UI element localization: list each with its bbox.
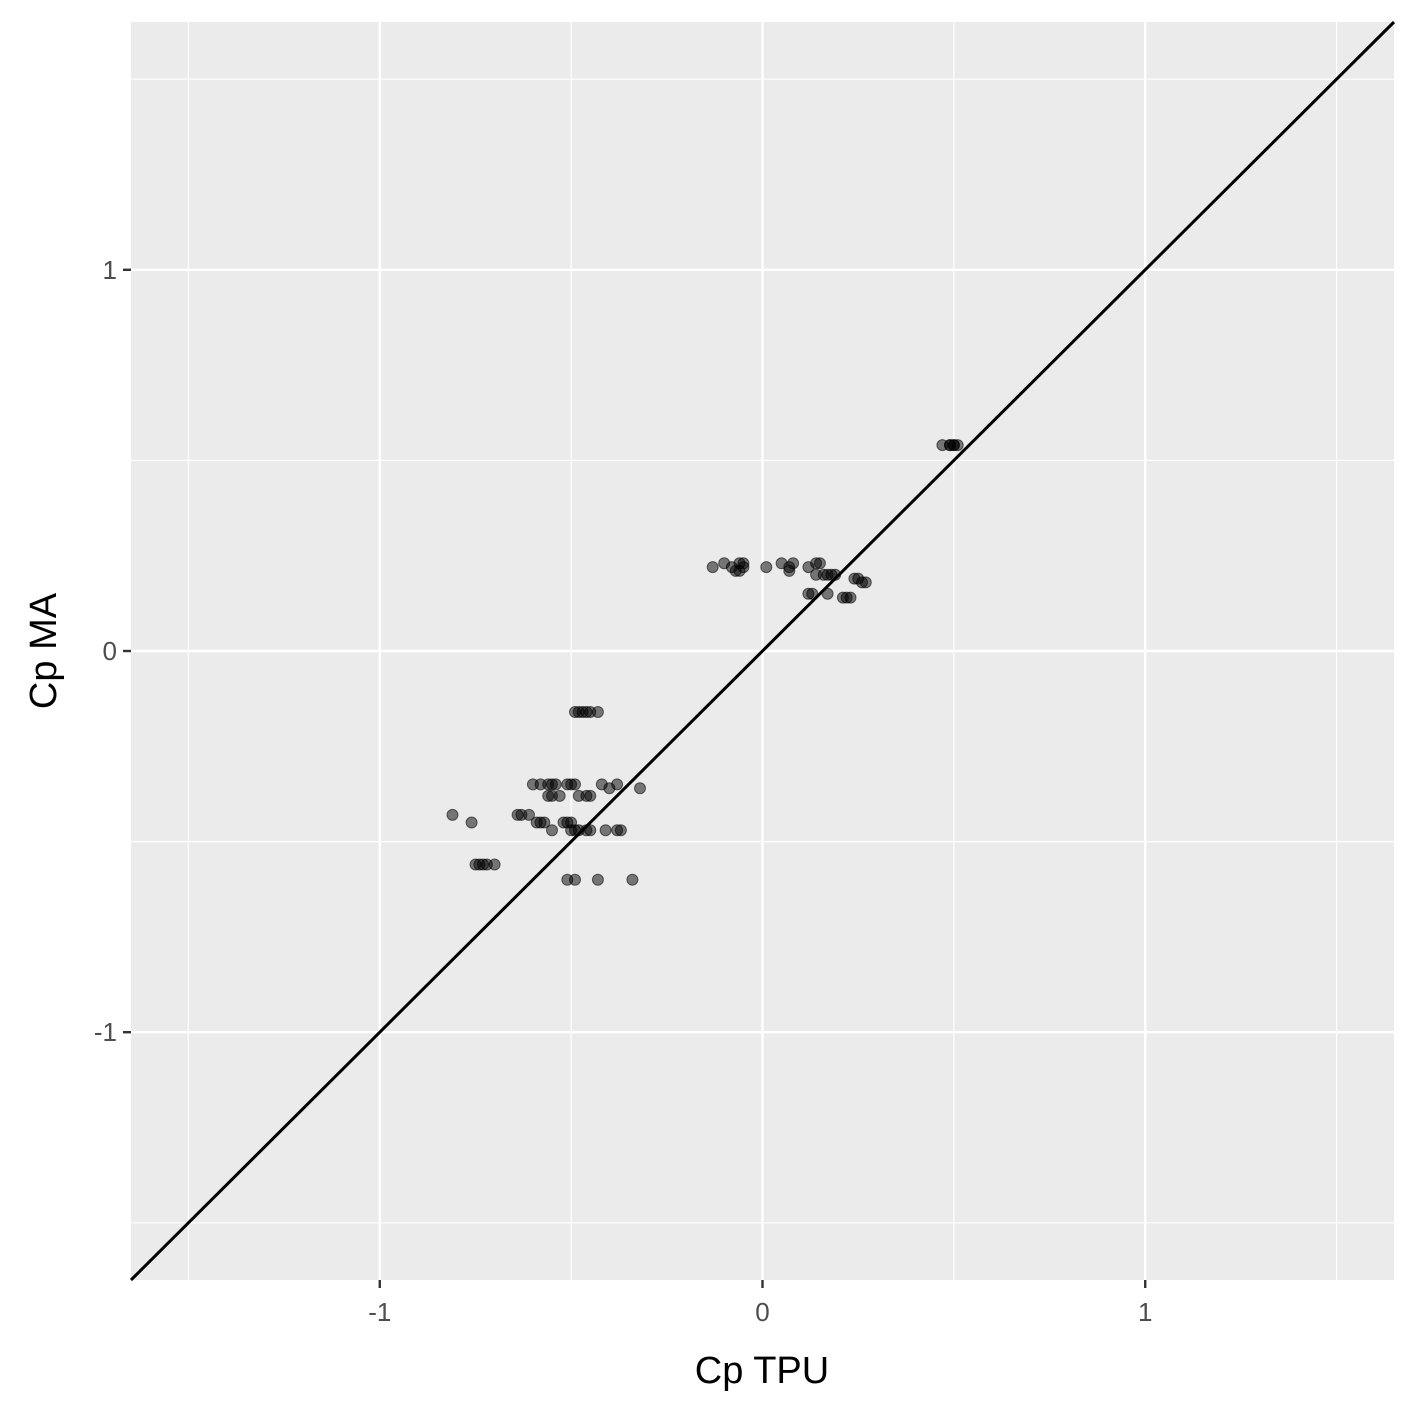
data-point: [591, 873, 604, 886]
data-points: [446, 439, 964, 886]
y-tick-label: 1: [103, 255, 117, 285]
y-axis-title: Cp MA: [23, 592, 65, 709]
data-point: [553, 789, 566, 802]
data-point: [584, 789, 597, 802]
x-tick-label: 1: [1138, 1297, 1152, 1327]
data-point: [546, 824, 558, 837]
data-point: [569, 778, 581, 791]
data-point: [737, 557, 750, 570]
x-tick-label: 0: [755, 1297, 769, 1327]
data-point: [859, 576, 872, 589]
data-point: [591, 706, 604, 718]
data-point: [760, 561, 773, 574]
data-point: [569, 873, 581, 886]
data-point: [821, 587, 834, 600]
data-point: [787, 557, 800, 570]
data-point: [538, 816, 551, 829]
data-point: [634, 782, 646, 795]
data-point: [844, 591, 857, 604]
identity-reference-line: [129, 20, 1396, 1282]
data-point: [465, 816, 478, 829]
y-axis-ticks: -1 0 1: [94, 255, 131, 1047]
x-axis-ticks: -1 0 1: [368, 1280, 1152, 1327]
data-point: [603, 782, 616, 795]
data-point: [488, 858, 501, 871]
data-point: [944, 439, 956, 452]
data-point: [706, 561, 719, 574]
data-point: [523, 808, 535, 821]
data-point: [813, 557, 826, 570]
data-point: [549, 778, 562, 791]
x-tick-label: -1: [368, 1297, 391, 1327]
data-point: [446, 808, 459, 821]
data-point: [584, 824, 597, 837]
x-axis-title: Cp TPU: [695, 1350, 829, 1392]
y-tick-label: 0: [103, 636, 117, 666]
data-point: [614, 824, 627, 837]
y-tick-label: -1: [94, 1017, 117, 1047]
data-point: [626, 873, 639, 886]
data-point: [599, 824, 612, 837]
